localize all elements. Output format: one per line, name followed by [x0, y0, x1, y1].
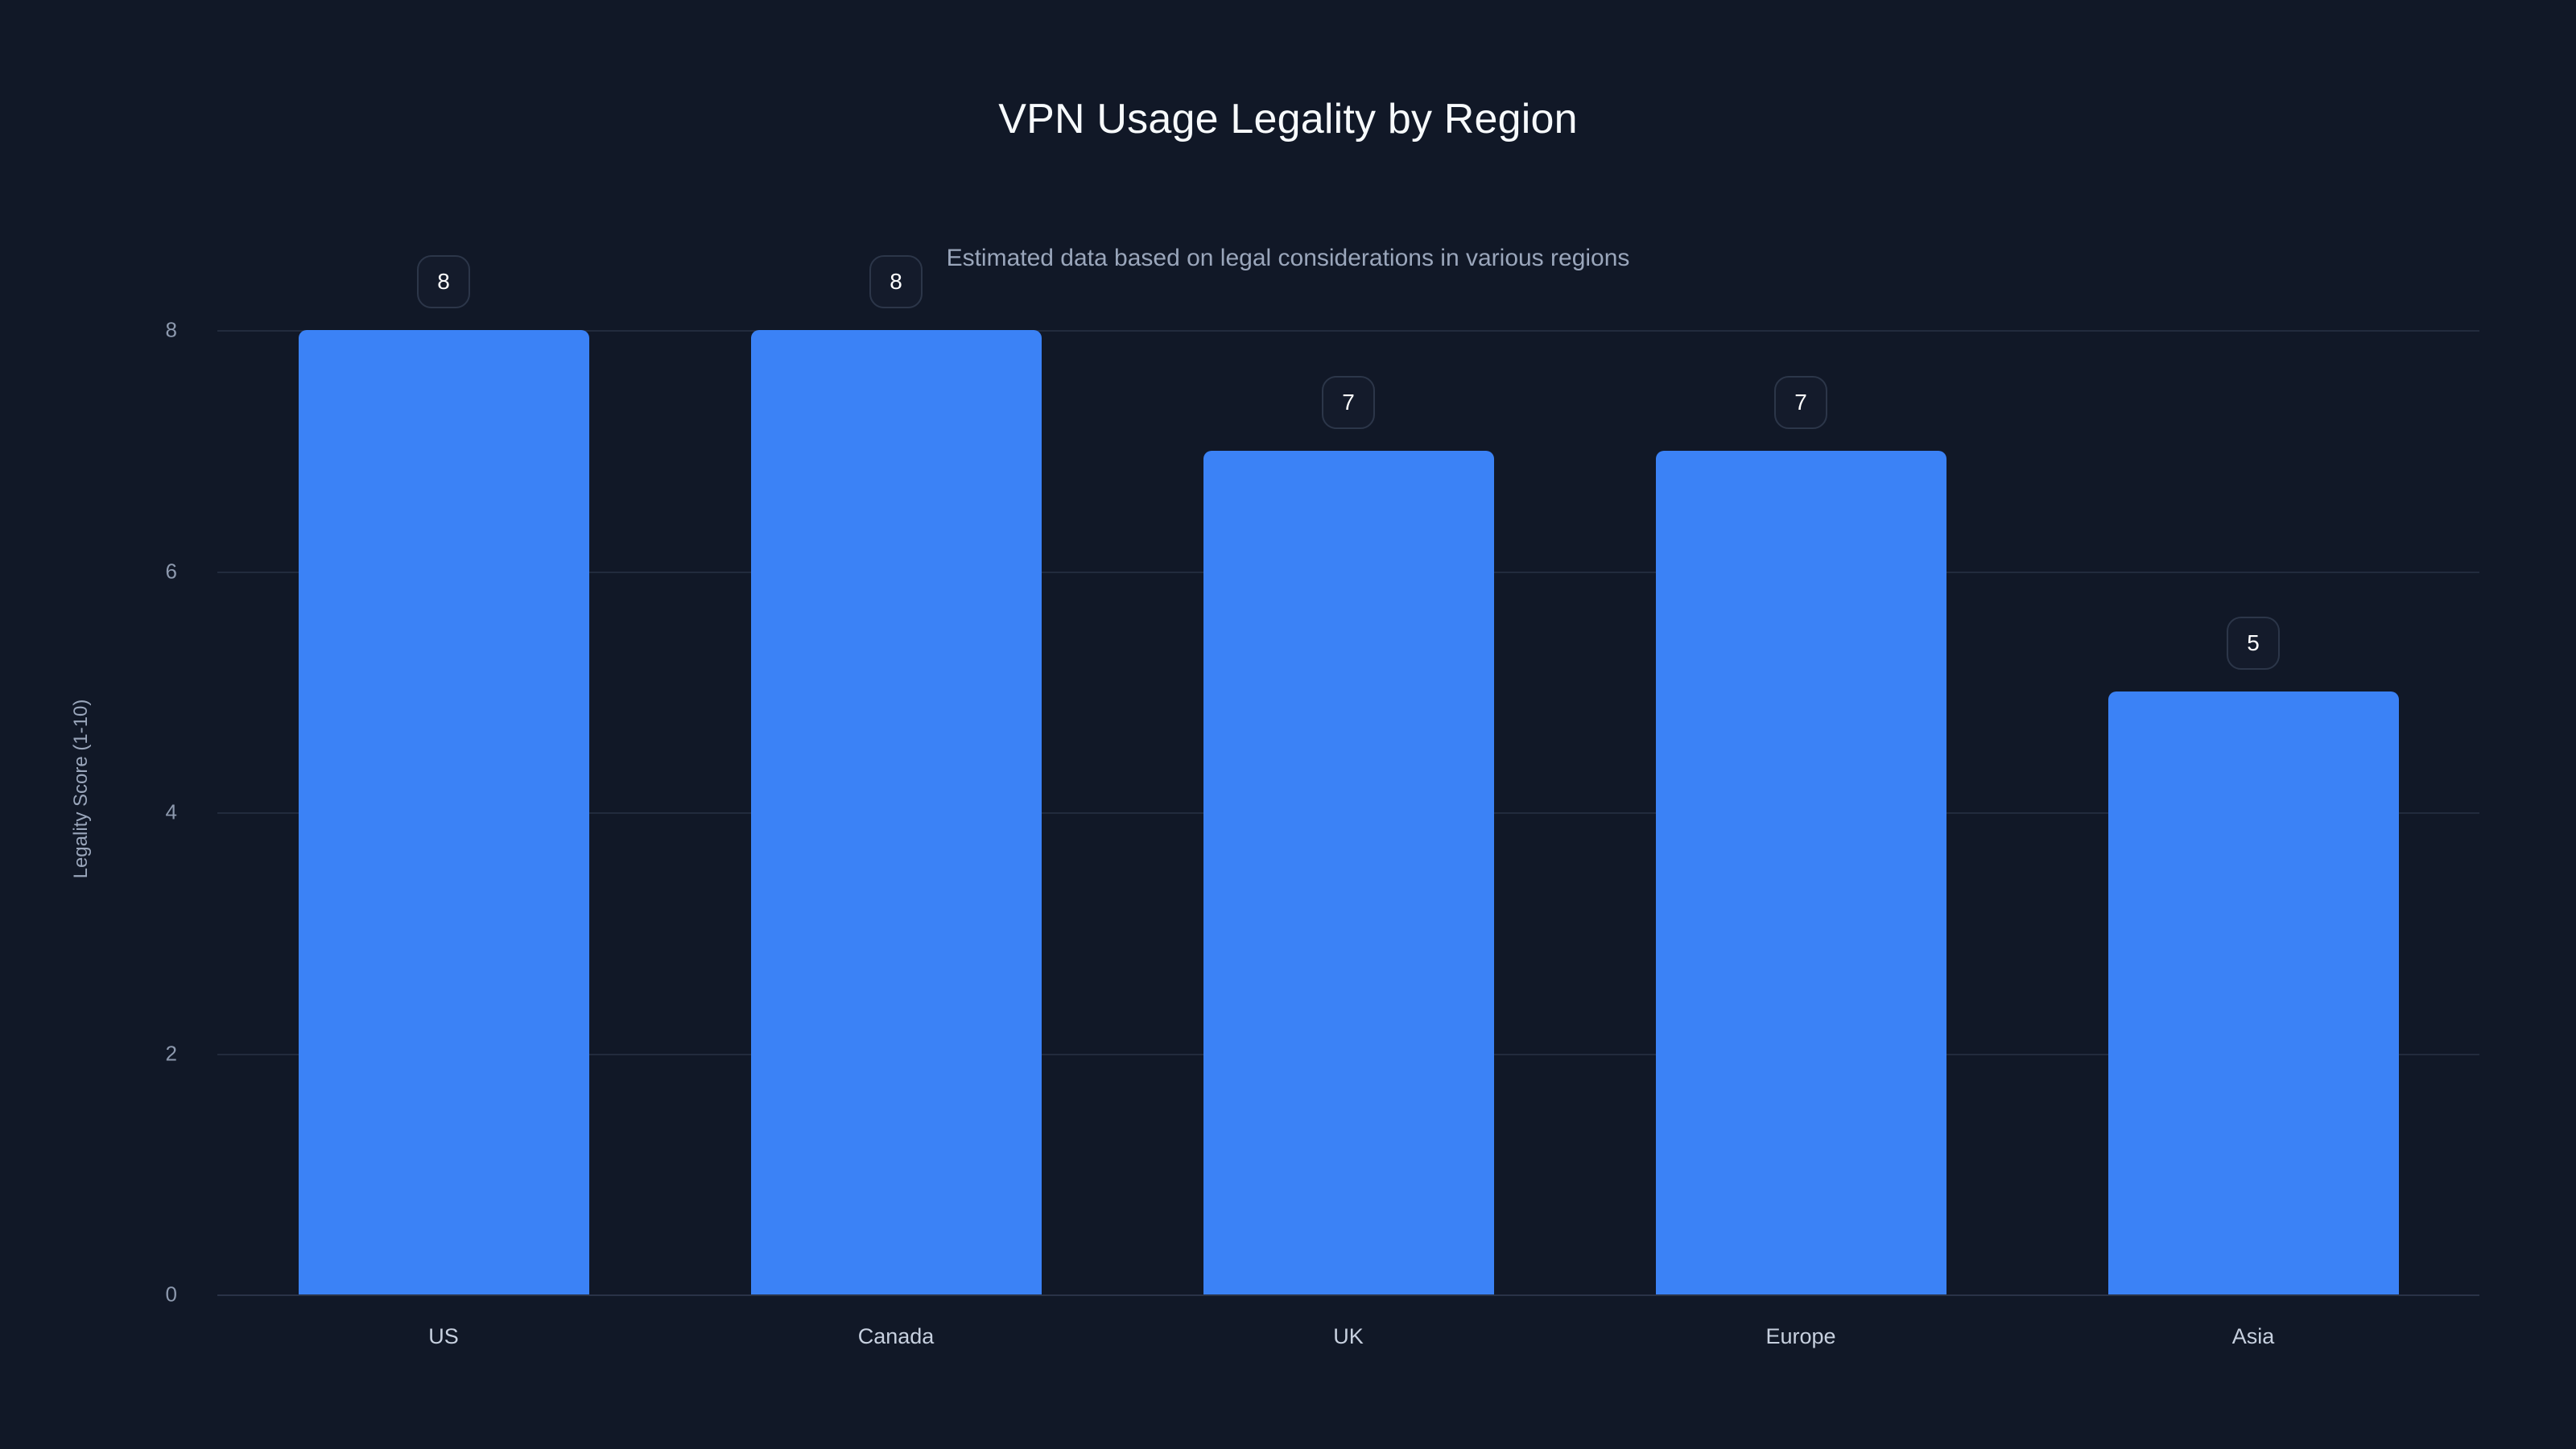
y-tick-label: 6 — [165, 559, 177, 583]
bar[interactable] — [750, 330, 1042, 1294]
y-tick-label: 4 — [165, 799, 177, 824]
bar-value-label: 7 — [1774, 375, 1827, 429]
bar[interactable] — [2107, 691, 2399, 1294]
x-tick-label: Europe — [1765, 1324, 1836, 1348]
x-tick-label: Asia — [2231, 1324, 2275, 1348]
chart-title: VPN Usage Legality by Region — [998, 96, 1578, 142]
chart-subtitle: Estimated data based on legal considerat… — [946, 245, 1630, 271]
bar-value-label: 7 — [1322, 375, 1375, 429]
x-tick-label: US — [428, 1324, 459, 1348]
bar-value-label: 8 — [869, 255, 923, 308]
y-axis-label: Legality Score (1-10) — [70, 699, 92, 879]
gridline — [217, 330, 2479, 332]
y-tick-label: 0 — [165, 1282, 177, 1307]
bar-value-label: 8 — [417, 255, 470, 308]
bar[interactable] — [1203, 450, 1494, 1294]
x-axis-line — [217, 1294, 2479, 1296]
y-tick-label: 8 — [165, 317, 177, 342]
bar-value-label: 5 — [2227, 617, 2280, 671]
x-tick-label: Canada — [857, 1324, 935, 1348]
y-tick-label: 2 — [165, 1041, 177, 1065]
bar[interactable] — [1655, 450, 1946, 1294]
bar[interactable] — [298, 330, 589, 1294]
y-axis-tick-labels: 0 2 4 6 8 — [105, 0, 177, 1449]
x-tick-label: UK — [1333, 1324, 1364, 1348]
